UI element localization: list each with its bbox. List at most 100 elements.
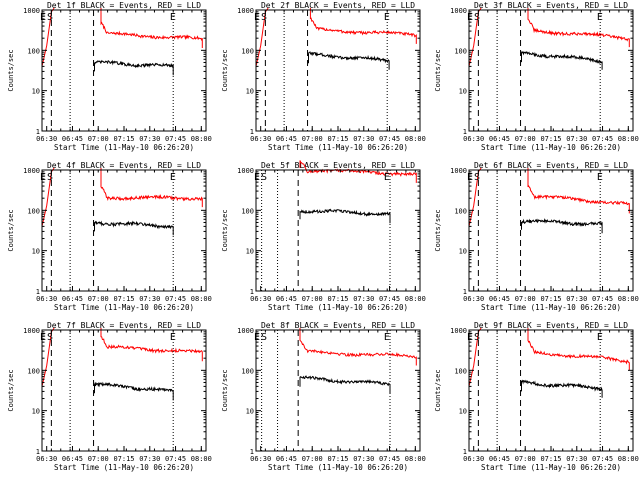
events-series-line xyxy=(299,208,391,224)
events-series-line xyxy=(299,375,391,394)
plot-frame xyxy=(468,9,634,132)
y-tick-label: 1 xyxy=(250,128,254,136)
x-tick-label: 07:00 xyxy=(515,135,536,143)
event-flag: E xyxy=(597,172,603,183)
y-axis-label: Counts/sec xyxy=(434,49,442,91)
lld-series-line xyxy=(41,7,203,67)
x-tick-label: 07:15 xyxy=(113,135,134,143)
event-flag: S xyxy=(47,172,53,183)
x-tick-label: 07:15 xyxy=(327,135,348,143)
y-tick-label: 10 xyxy=(32,88,40,96)
lld-series-line xyxy=(299,160,417,183)
x-tick-label: 06:45 xyxy=(489,455,510,463)
x-tick-label: 08:00 xyxy=(618,455,639,463)
x-tick-label: 07:45 xyxy=(165,295,186,303)
lld-series-line xyxy=(41,167,203,227)
plot-frame xyxy=(41,9,207,132)
y-tick-label: 10 xyxy=(246,88,254,96)
x-tick-label: 07:15 xyxy=(327,295,348,303)
x-tick-label: 08:00 xyxy=(405,295,426,303)
y-tick-label: 1 xyxy=(36,448,40,456)
event-flag: E xyxy=(597,332,603,343)
lld-series-line xyxy=(468,327,630,387)
event-flag: E xyxy=(254,12,260,23)
x-axis-label: Start Time (11-May-10 06:26:20) xyxy=(268,303,408,312)
x-tick-label: 06:30 xyxy=(36,295,57,303)
event-flag: S xyxy=(261,332,267,343)
x-axis-label: Start Time (11-May-10 06:26:20) xyxy=(54,143,194,152)
event-flag: E xyxy=(467,172,473,183)
y-tick-label: 100 xyxy=(27,367,40,375)
y-tick-label: 1000 xyxy=(237,7,254,15)
y-tick-label: 1000 xyxy=(450,327,467,335)
x-tick-label: 07:30 xyxy=(566,135,587,143)
plot-frame xyxy=(255,169,421,292)
x-tick-label: 08:00 xyxy=(618,295,639,303)
x-axis-label: Start Time (11-May-10 06:26:20) xyxy=(54,463,194,472)
x-tick-label: 07:15 xyxy=(327,455,348,463)
x-tick-label: 07:15 xyxy=(540,135,561,143)
y-tick-label: 10 xyxy=(246,408,254,416)
x-tick-label: 07:30 xyxy=(139,135,160,143)
x-tick-label: 06:45 xyxy=(276,455,297,463)
plot-title: Det 6f BLACK = Events, RED = LLD xyxy=(474,161,628,170)
events-series-line xyxy=(94,59,174,76)
plot-title: Det 7f BLACK = Events, RED = LLD xyxy=(47,321,201,330)
x-tick-label: 07:15 xyxy=(113,455,134,463)
x-tick-label: 06:30 xyxy=(36,455,57,463)
y-tick-label: 100 xyxy=(454,367,467,375)
x-tick-label: 06:30 xyxy=(36,135,57,143)
x-tick-label: 07:45 xyxy=(592,295,613,303)
x-tick-label: 06:30 xyxy=(463,455,484,463)
y-tick-label: 1000 xyxy=(23,167,40,175)
lld-series-line xyxy=(255,7,417,67)
x-axis-label: Start Time (11-May-10 06:26:20) xyxy=(268,463,408,472)
event-flag: S xyxy=(261,172,267,183)
x-tick-label: 07:45 xyxy=(592,135,613,143)
y-tick-label: 100 xyxy=(27,207,40,215)
x-tick-label: 06:45 xyxy=(276,135,297,143)
x-tick-label: 07:00 xyxy=(302,455,323,463)
y-tick-label: 10 xyxy=(32,408,40,416)
x-tick-label: 06:30 xyxy=(463,295,484,303)
x-tick-label: 07:15 xyxy=(113,295,134,303)
events-series-line xyxy=(521,217,603,234)
x-tick-label: 08:00 xyxy=(191,135,212,143)
x-tick-label: 07:30 xyxy=(139,455,160,463)
x-tick-label: 07:30 xyxy=(566,455,587,463)
y-tick-label: 10 xyxy=(246,248,254,256)
event-flag: S xyxy=(47,332,53,343)
y-tick-label: 1000 xyxy=(23,7,40,15)
y-tick-label: 1000 xyxy=(237,327,254,335)
x-tick-label: 07:00 xyxy=(515,455,536,463)
plot-frame xyxy=(255,329,421,452)
event-flag: E xyxy=(384,332,390,343)
y-tick-label: 1 xyxy=(463,128,467,136)
x-tick-label: 06:30 xyxy=(463,135,484,143)
x-tick-label: 06:45 xyxy=(489,135,510,143)
event-flag: S xyxy=(474,12,480,23)
y-tick-label: 10 xyxy=(459,248,467,256)
x-tick-label: 08:00 xyxy=(191,455,212,463)
plot-frame xyxy=(468,169,634,292)
lld-series-line xyxy=(41,327,203,387)
plot-frame xyxy=(468,329,634,452)
x-tick-label: 07:30 xyxy=(353,135,374,143)
y-tick-label: 1 xyxy=(250,448,254,456)
y-tick-label: 1000 xyxy=(23,327,40,335)
x-tick-label: 07:30 xyxy=(139,295,160,303)
x-axis-label: Start Time (11-May-10 06:26:20) xyxy=(481,463,621,472)
x-axis-label: Start Time (11-May-10 06:26:20) xyxy=(54,303,194,312)
y-tick-label: 10 xyxy=(459,408,467,416)
event-flag: E xyxy=(597,12,603,23)
y-tick-label: 10 xyxy=(32,248,40,256)
y-axis-label: Counts/sec xyxy=(7,209,15,251)
x-tick-label: 07:15 xyxy=(540,455,561,463)
x-axis-label: Start Time (11-May-10 06:26:20) xyxy=(481,303,621,312)
event-flag: S xyxy=(474,172,480,183)
y-axis-label: Counts/sec xyxy=(221,49,229,91)
